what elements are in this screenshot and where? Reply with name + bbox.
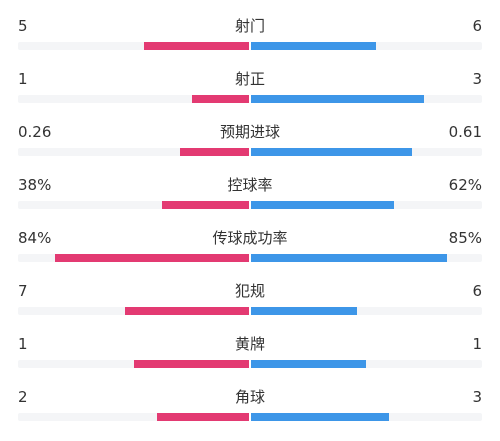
stat-row-shots: 5 射门 6 — [0, 17, 500, 70]
home-value: 1 — [18, 335, 28, 353]
home-bar — [55, 254, 250, 262]
stat-row-corners: 2 角球 3 — [0, 388, 500, 441]
center-divider — [249, 40, 251, 52]
stat-label: 犯规 — [234, 282, 265, 300]
home-bar — [134, 360, 250, 368]
away-bar — [250, 201, 394, 209]
away-bar — [250, 42, 376, 50]
home-bar — [162, 201, 250, 209]
home-value: 5 — [18, 17, 28, 35]
home-value: 84% — [18, 229, 52, 247]
center-divider — [249, 199, 251, 211]
center-divider — [249, 411, 251, 423]
stat-label: 黄牌 — [234, 335, 265, 353]
stat-label: 射正 — [234, 70, 265, 88]
center-divider — [249, 252, 251, 264]
home-bar — [125, 307, 250, 315]
stat-label: 控球率 — [227, 176, 273, 194]
away-bar — [250, 254, 447, 262]
stat-row-expected-goals: 0.26 预期进球 0.61 — [0, 123, 500, 176]
stat-label: 射门 — [234, 17, 265, 35]
home-bar — [192, 95, 250, 103]
home-bar — [157, 413, 250, 421]
home-value: 7 — [18, 282, 28, 300]
home-value: 2 — [18, 388, 28, 406]
away-bar — [250, 360, 366, 368]
stat-row-possession: 38% 控球率 62% — [0, 176, 500, 229]
away-value: 62% — [448, 176, 482, 194]
away-bar — [250, 148, 412, 156]
stat-row-shots-on-target: 1 射正 3 — [0, 70, 500, 123]
away-bar — [250, 95, 424, 103]
home-value: 38% — [18, 176, 52, 194]
away-value: 6 — [472, 17, 482, 35]
home-value: 0.26 — [18, 123, 52, 141]
center-divider — [249, 358, 251, 370]
stat-label: 角球 — [234, 388, 265, 406]
away-value: 6 — [472, 282, 482, 300]
home-value: 1 — [18, 70, 28, 88]
away-value: 1 — [472, 335, 482, 353]
away-bar — [250, 307, 357, 315]
home-bar — [180, 148, 250, 156]
home-bar — [144, 42, 250, 50]
away-value: 0.61 — [448, 123, 482, 141]
center-divider — [249, 146, 251, 158]
center-divider — [249, 93, 251, 105]
away-value: 3 — [472, 70, 482, 88]
away-value: 85% — [448, 229, 482, 247]
stat-row-fouls: 7 犯规 6 — [0, 282, 500, 335]
stat-row-pass-accuracy: 84% 传球成功率 85% — [0, 229, 500, 282]
away-bar — [250, 413, 389, 421]
away-value: 3 — [472, 388, 482, 406]
stat-label: 预期进球 — [219, 123, 280, 141]
center-divider — [249, 305, 251, 317]
stat-label: 传球成功率 — [212, 229, 288, 247]
stat-row-yellow-cards: 1 黄牌 1 — [0, 335, 500, 388]
